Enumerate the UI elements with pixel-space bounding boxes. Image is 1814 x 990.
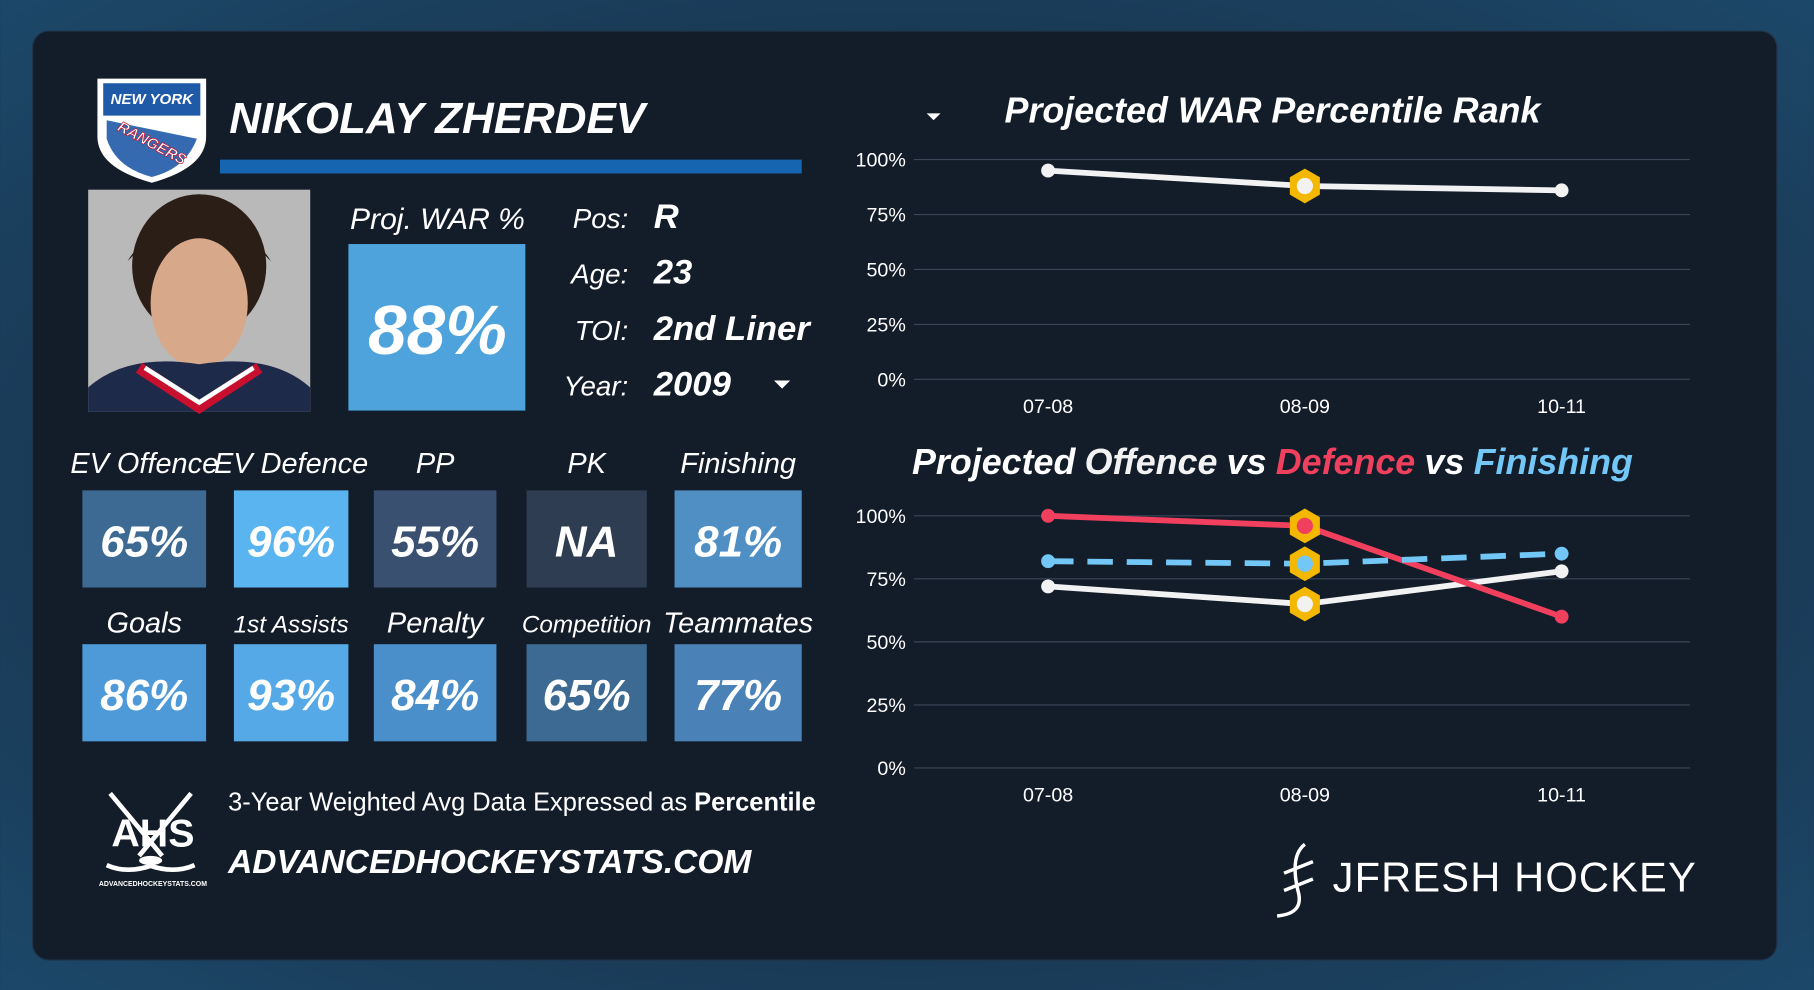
stat-label: Penalty bbox=[387, 608, 485, 640]
info-value[interactable]: 2009 bbox=[653, 366, 732, 404]
info-label: Year: bbox=[563, 371, 628, 402]
stat-value: 84% bbox=[391, 671, 479, 720]
logo-top bbox=[103, 83, 201, 116]
stat-label: Goals bbox=[107, 608, 183, 640]
title-part: vs bbox=[1227, 442, 1267, 482]
stat-value: 55% bbox=[391, 517, 479, 566]
y-tick-label: 75% bbox=[866, 569, 905, 591]
stat-tile bbox=[526, 644, 647, 742]
point bbox=[1554, 609, 1569, 624]
title-part: Projected bbox=[912, 442, 1076, 482]
footer-note: 3-Year Weighted Avg Data Expressed as Per… bbox=[228, 789, 816, 817]
info-label: Age: bbox=[569, 258, 628, 289]
point bbox=[1554, 546, 1569, 561]
stat-tile bbox=[373, 644, 497, 742]
info-label: Pos: bbox=[573, 203, 629, 234]
stat-value: 86% bbox=[100, 671, 188, 720]
point bbox=[1041, 508, 1056, 523]
stat-tile bbox=[373, 490, 497, 588]
stat-label: Competition bbox=[522, 612, 651, 639]
point bbox=[1554, 564, 1569, 579]
proj-war-box bbox=[348, 244, 526, 411]
y-tick-label: 50% bbox=[866, 632, 905, 654]
point bbox=[1041, 579, 1056, 594]
stat-value: 81% bbox=[694, 517, 782, 566]
legend-entry: Defence bbox=[1276, 442, 1415, 482]
player-panel: Proj. WAR % 88% Pos: R Age: 23 TOI: 2nd Liner Ye… bbox=[70, 198, 815, 888]
ahs-small-text: ADVANCEDHOCKEYSTATS.COM bbox=[99, 881, 207, 888]
info-value: R bbox=[654, 198, 679, 236]
stat-label: Finishing bbox=[680, 448, 796, 480]
stat-value: 65% bbox=[100, 517, 188, 566]
x-tick-label: 10-11 bbox=[1537, 396, 1586, 418]
y-tick-label: 100% bbox=[856, 150, 906, 172]
point bbox=[1296, 555, 1313, 572]
stat-tile bbox=[82, 490, 207, 588]
stat-label: PK bbox=[567, 448, 607, 480]
y-tick-label: 25% bbox=[866, 695, 905, 717]
stat-value: 93% bbox=[247, 671, 335, 720]
stat-label: PP bbox=[416, 448, 455, 480]
jfresh-icon bbox=[1276, 842, 1314, 918]
player-photo bbox=[88, 189, 311, 415]
footer-site[interactable]: ADVANCEDHOCKEYSTATS.COM bbox=[227, 844, 752, 881]
ahs-text: AHS bbox=[111, 812, 194, 856]
info-label: TOI: bbox=[575, 315, 628, 346]
stat-value: NA bbox=[555, 517, 618, 566]
point bbox=[1554, 183, 1569, 198]
stat-label: EV Defence bbox=[214, 448, 368, 480]
team-logo: NEW YORK RANGERS bbox=[97, 78, 207, 183]
stat-tile bbox=[526, 490, 647, 588]
point bbox=[1296, 595, 1313, 613]
y-tick-label: 25% bbox=[866, 314, 905, 336]
stat-label: EV Offence bbox=[70, 448, 218, 480]
y-tick-label: 0% bbox=[877, 758, 905, 780]
stat-value: 65% bbox=[543, 671, 631, 720]
proj-war-label: Proj. WAR % bbox=[350, 203, 525, 236]
logo-text: NEW YORK bbox=[111, 91, 194, 108]
player-name: NIKOLAY ZHERDEV bbox=[229, 94, 649, 143]
legend-entry: Finishing bbox=[1474, 442, 1633, 482]
stat-tile bbox=[233, 490, 349, 588]
info-value: 23 bbox=[653, 253, 693, 291]
stat-tile bbox=[674, 490, 802, 588]
footer-note-bold: Percentile bbox=[694, 789, 816, 817]
stat-tile bbox=[674, 644, 802, 742]
logo-bottom bbox=[106, 120, 197, 177]
y-tick-label: 50% bbox=[866, 259, 905, 281]
brand: JFRESH HOCKEY bbox=[1333, 854, 1697, 901]
stat-label: Teammates bbox=[663, 608, 813, 640]
point bbox=[1296, 517, 1313, 534]
stat-value: 96% bbox=[247, 517, 335, 566]
chart-title: Projected Offence vs Defence vs Finishing bbox=[912, 442, 1633, 482]
x-tick-label: 10-11 bbox=[1537, 784, 1586, 806]
year-dropdown[interactable] bbox=[773, 380, 791, 389]
info-value: 2nd Liner bbox=[653, 310, 813, 348]
proj-war-value: 88% bbox=[368, 291, 507, 369]
dropdown-icon[interactable] bbox=[926, 113, 941, 121]
ahs-logo bbox=[105, 791, 196, 873]
point bbox=[1041, 554, 1056, 569]
stat-tile bbox=[233, 644, 349, 742]
x-tick-label: 07-08 bbox=[1023, 784, 1073, 806]
point bbox=[1041, 163, 1056, 178]
title-part: vs bbox=[1425, 442, 1465, 482]
chart-title: Projected WAR Percentile Rank bbox=[1005, 91, 1543, 131]
x-tick-label: 08-09 bbox=[1280, 396, 1330, 418]
x-tick-label: 07-08 bbox=[1023, 396, 1073, 418]
y-tick-label: 75% bbox=[866, 204, 905, 226]
x-tick-label: 08-09 bbox=[1280, 784, 1330, 806]
stat-value: 77% bbox=[694, 671, 782, 720]
stat-label: 1st Assists bbox=[234, 612, 349, 639]
y-tick-label: 0% bbox=[877, 369, 905, 391]
legend-entry: Offence bbox=[1085, 442, 1218, 482]
point bbox=[1296, 177, 1313, 195]
footer-note-text: 3-Year Weighted Avg Data Expressed as bbox=[228, 789, 687, 817]
name-underline bbox=[220, 159, 802, 174]
y-tick-label: 100% bbox=[856, 506, 906, 528]
stat-tile bbox=[82, 644, 207, 742]
